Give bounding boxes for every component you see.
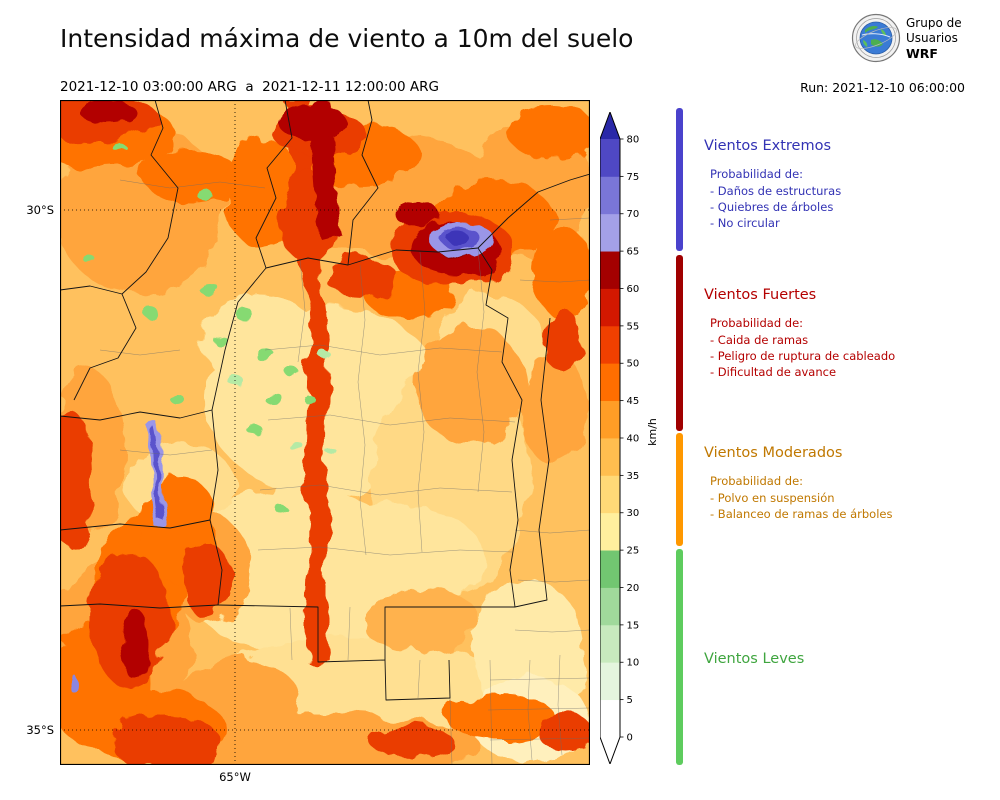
page-title: Intensidad máxima de viento a 10m del su… bbox=[60, 24, 634, 53]
colorbar-tick-label: 0 bbox=[627, 732, 633, 743]
colorbar-segment bbox=[600, 587, 620, 626]
legend-title: Vientos Leves bbox=[704, 651, 805, 667]
colorbar-segment bbox=[600, 213, 620, 252]
map-border bbox=[59, 99, 591, 766]
legend-item: - Caida de ramas bbox=[710, 333, 809, 347]
colorbar: 0 5 10 15 20 25 30 35 40 45 50 55 60 65 70 75 80 bbox=[600, 112, 640, 764]
department-boundaries bbox=[99, 179, 590, 765]
legend-item: - Balanceo de ramas de árboles bbox=[710, 507, 893, 521]
legend-item: - No circular bbox=[710, 216, 780, 230]
wind-field-plot bbox=[59, 99, 591, 766]
colorbar-segment bbox=[600, 475, 620, 514]
colorbar-tick-label: 40 bbox=[627, 433, 640, 444]
lat-label-35s: 35°S bbox=[26, 723, 54, 737]
colorbar-segment bbox=[600, 400, 620, 439]
colorbar-segment bbox=[600, 662, 620, 701]
colorbar-tick-label: 65 bbox=[627, 247, 640, 258]
colorbar-tick-label: 75 bbox=[627, 172, 640, 183]
category-bar-1 bbox=[676, 255, 683, 431]
colorbar-segment bbox=[600, 699, 620, 738]
legend-item: - Polvo en suspensión bbox=[710, 491, 835, 505]
colorbar-over-arrow bbox=[600, 112, 620, 139]
colorbar-segment bbox=[600, 139, 620, 177]
colorbar-segment bbox=[600, 288, 620, 327]
lon-label-65w: 65°W bbox=[219, 770, 251, 784]
lat-label-30s: 30°S bbox=[26, 203, 54, 217]
colorbar-tick-label: 5 bbox=[627, 695, 633, 706]
legend-block-3: Vientos Leves bbox=[704, 651, 986, 680]
colorbar-segment bbox=[600, 325, 620, 364]
colorbar-tick-label: 45 bbox=[627, 396, 640, 407]
wind-field-green-layer bbox=[84, 144, 335, 514]
model-run-label: Run: 2021-12-10 06:00:00 bbox=[800, 80, 965, 95]
colorbar-segment bbox=[600, 624, 620, 663]
colorbar-segment bbox=[600, 363, 620, 402]
valid-period: 2021-12-10 03:00:00 ARG a 2021-12-11 12:… bbox=[60, 79, 439, 95]
province-boundaries bbox=[60, 100, 590, 701]
legend-probability-label: Probabilidad de: bbox=[710, 167, 804, 181]
colorbar-segment bbox=[600, 512, 620, 551]
legend-item: - Daños de estructuras bbox=[710, 184, 842, 198]
category-bar-2 bbox=[676, 433, 683, 546]
legend-block-0: Vientos Extremos Probabilidad de: - Daños … bbox=[704, 138, 986, 231]
grid-lines bbox=[60, 100, 590, 765]
wind-intensity-map bbox=[59, 99, 591, 766]
legend-block-1: Vientos Fuertes Probabilidad de: - Caida d… bbox=[704, 287, 986, 380]
wrf-globe-logo-icon bbox=[851, 13, 901, 63]
colorbar-tick-label: 10 bbox=[627, 658, 640, 669]
legend-title: Vientos Moderados bbox=[704, 445, 843, 461]
colorbar-tick-label: 80 bbox=[627, 134, 640, 145]
legend-item: - Quiebres de árboles bbox=[710, 200, 834, 214]
legend-title: Vientos Fuertes bbox=[704, 287, 817, 303]
colorbar-tick-label: 60 bbox=[627, 284, 640, 295]
colorbar-segment bbox=[600, 251, 620, 289]
logo-text: Grupo de Usuarios WRF bbox=[906, 16, 962, 61]
legend-title: Vientos Extremos bbox=[704, 138, 832, 154]
legend-item: - Peligro de ruptura de cableado bbox=[710, 349, 896, 363]
colorbar-tick-label: 50 bbox=[627, 359, 640, 370]
colorbar-segment bbox=[600, 176, 620, 215]
category-bar-3 bbox=[676, 549, 683, 765]
logo-text-line1: Grupo de bbox=[906, 16, 962, 30]
colorbar-segment bbox=[600, 550, 620, 588]
legend-probability-label: Probabilidad de: bbox=[710, 474, 804, 488]
colorbar-unit-label: km/h bbox=[646, 418, 659, 446]
category-bar-0 bbox=[676, 108, 683, 251]
colorbar-tick-label: 20 bbox=[627, 583, 640, 594]
wind-field-extreme-blue-layer bbox=[71, 222, 494, 694]
colorbar-tick-label: 25 bbox=[627, 546, 640, 557]
colorbar-tick-label: 15 bbox=[627, 620, 640, 631]
legend-block-2: Vientos Moderados Probabilidad de: - Polvo… bbox=[704, 445, 986, 522]
colorbar-tick-label: 30 bbox=[627, 508, 640, 519]
colorbar-tick-label: 70 bbox=[627, 209, 640, 220]
colorbar-segment bbox=[600, 438, 620, 476]
logo-text-line2: Usuarios bbox=[906, 31, 958, 45]
colorbar-tick-label: 55 bbox=[627, 321, 640, 332]
colorbar-under-arrow bbox=[600, 737, 620, 764]
legend-item: - Dificultad de avance bbox=[710, 365, 837, 379]
logo-text-line3: WRF bbox=[906, 46, 938, 61]
legend-probability-label: Probabilidad de: bbox=[710, 316, 804, 330]
colorbar-tick-label: 35 bbox=[627, 471, 640, 482]
